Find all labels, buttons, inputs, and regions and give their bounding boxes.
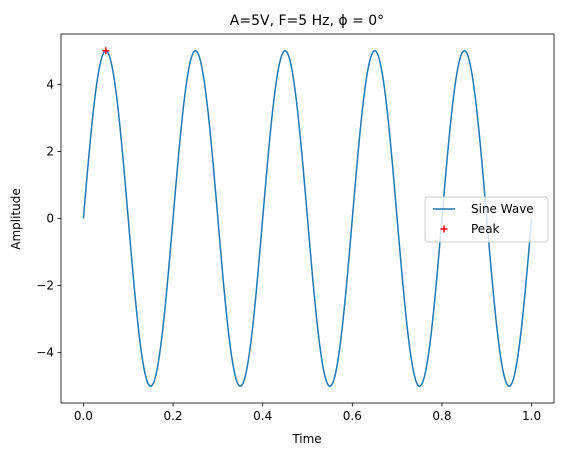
legend-swatch-peak [440,225,448,233]
legend-box [424,196,549,243]
x-tick-label: 1.0 [522,409,541,423]
peak-marker [102,47,110,55]
legend-label-sine-wave: Sine Wave [471,202,534,216]
y-tick-label: 2 [46,144,54,158]
x-axis-ticks: 0.0 0.2 0.4 0.6 0.8 1.0 [74,403,541,423]
y-tick-label: 4 [46,77,54,91]
y-axis-label: Amplitude [9,188,23,250]
y-tick-label: 0 [46,212,54,226]
y-tick-label: −4 [36,346,54,360]
x-axis-label: Time [291,432,321,446]
x-tick-label: 0.2 [163,409,182,423]
y-tick-label: −2 [36,279,54,293]
x-tick-label: 0.6 [343,409,362,423]
chart-title: A=5V, F=5 Hz, ϕ = 0° [230,13,384,29]
x-tick-label: 0.8 [432,409,451,423]
x-tick-label: 0.4 [253,409,272,423]
series-line-sine-wave [82,50,533,387]
y-axis-ticks: −4 −2 0 2 4 [36,77,61,360]
legend-label-peak: Peak [471,222,500,236]
x-tick-label: 0.0 [74,409,93,423]
legend: Sine Wave Peak [424,196,549,243]
